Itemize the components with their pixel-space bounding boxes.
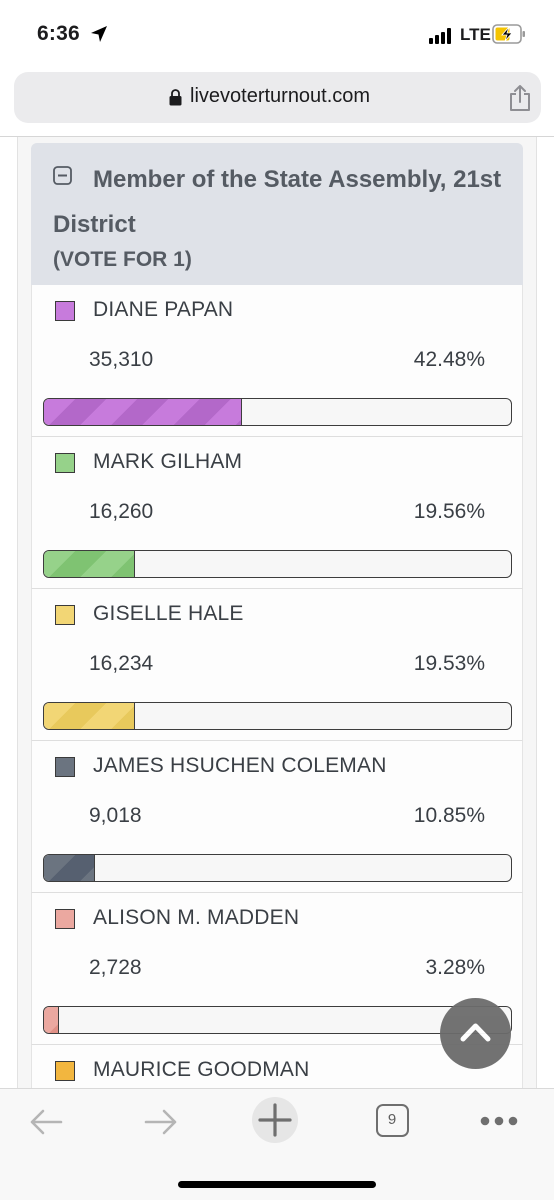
candidate-color-swatch — [55, 605, 75, 625]
candidate-name: MARK GILHAM — [93, 450, 243, 473]
candidate-votes: 16,260 — [89, 500, 154, 523]
location-arrow-icon — [91, 26, 107, 42]
candidate-row: ALISON M. MADDEN 2,728 3.28% — [31, 893, 523, 1045]
address-bar[interactable]: livevoterturnout.com — [14, 72, 541, 123]
home-indicator — [178, 1181, 376, 1188]
candidate-name: MAURICE GOODMAN — [93, 1058, 310, 1081]
candidate-color-swatch — [55, 453, 75, 473]
signal-strength-icon — [429, 28, 453, 44]
page-content[interactable]: Member of the State Assembly, 21st Distr… — [0, 137, 554, 1088]
network-type: LTE — [460, 25, 491, 44]
vote-share-bar-fill — [44, 855, 95, 881]
vote-share-bar — [43, 398, 512, 426]
candidate-name: GISELLE HALE — [93, 602, 244, 625]
divider — [0, 136, 554, 137]
vote-share-bar — [43, 1006, 512, 1034]
candidate-percent: 19.56% — [413, 500, 485, 523]
tab-count: 9 — [387, 1111, 397, 1128]
candidate-row: MARK GILHAM 16,260 19.56% — [31, 437, 523, 589]
collapse-minus-icon[interactable] — [53, 166, 72, 185]
plus-icon — [258, 1103, 292, 1137]
status-bar: 6:36 LTE — [0, 0, 554, 70]
scroll-to-top-button[interactable] — [440, 998, 511, 1069]
race-vote-instruction: (VOTE FOR 1) — [53, 248, 192, 271]
vote-share-bar-fill — [44, 1007, 60, 1033]
race-card: Member of the State Assembly, 21st Distr… — [31, 143, 523, 1088]
vote-share-bar-fill — [44, 551, 136, 577]
candidate-color-swatch — [55, 301, 75, 321]
candidate-row: GISELLE HALE 16,234 19.53% — [31, 589, 523, 741]
candidate-votes: 2,728 — [89, 956, 142, 979]
candidate-row: DIANE PAPAN 35,310 42.48% — [31, 285, 523, 437]
status-time: 6:36 — [37, 22, 80, 45]
candidate-percent: 10.85% — [413, 804, 485, 827]
candidate-votes: 16,234 — [89, 652, 154, 675]
candidate-percent: 3.28% — [425, 956, 485, 979]
vote-share-bar-fill — [44, 703, 136, 729]
candidate-votes: 35,310 — [89, 348, 154, 371]
url-text[interactable]: livevoterturnout.com — [190, 85, 371, 107]
race-title: Member of the State Assembly, 21st Distr… — [53, 166, 502, 238]
candidate-percent: 42.48% — [413, 348, 485, 371]
candidate-list: DIANE PAPAN 35,310 42.48% MARK GILHAM 16… — [31, 285, 523, 1088]
candidate-color-swatch — [55, 909, 75, 929]
race-header[interactable]: Member of the State Assembly, 21st Distr… — [31, 143, 523, 285]
vote-share-bar — [43, 550, 512, 578]
back-arrow-icon[interactable] — [28, 1107, 64, 1137]
browser-toolbar: 9 — [0, 1088, 554, 1200]
candidate-row: MAURICE GOODMAN — [31, 1045, 523, 1088]
candidate-color-swatch — [55, 1061, 75, 1081]
battery-charging-icon — [492, 24, 525, 44]
chevron-up-icon — [460, 1023, 491, 1042]
candidate-row: JAMES HSUCHEN COLEMAN 9,018 10.85% — [31, 741, 523, 893]
candidate-name: ALISON M. MADDEN — [93, 906, 300, 929]
candidate-name: JAMES HSUCHEN COLEMAN — [93, 754, 387, 777]
vote-share-bar-fill — [44, 399, 243, 425]
vote-share-bar — [43, 854, 512, 882]
more-dots-icon[interactable] — [480, 1115, 518, 1127]
new-tab-button[interactable] — [252, 1097, 298, 1143]
forward-arrow-icon[interactable] — [143, 1107, 179, 1137]
candidate-votes: 9,018 — [89, 804, 142, 827]
lock-icon — [169, 89, 182, 106]
tabs-button[interactable]: 9 — [376, 1104, 409, 1137]
candidate-name: DIANE PAPAN — [93, 298, 234, 321]
vote-share-bar — [43, 702, 512, 730]
share-icon[interactable] — [508, 84, 532, 112]
candidate-color-swatch — [55, 757, 75, 777]
candidate-percent: 19.53% — [413, 652, 485, 675]
